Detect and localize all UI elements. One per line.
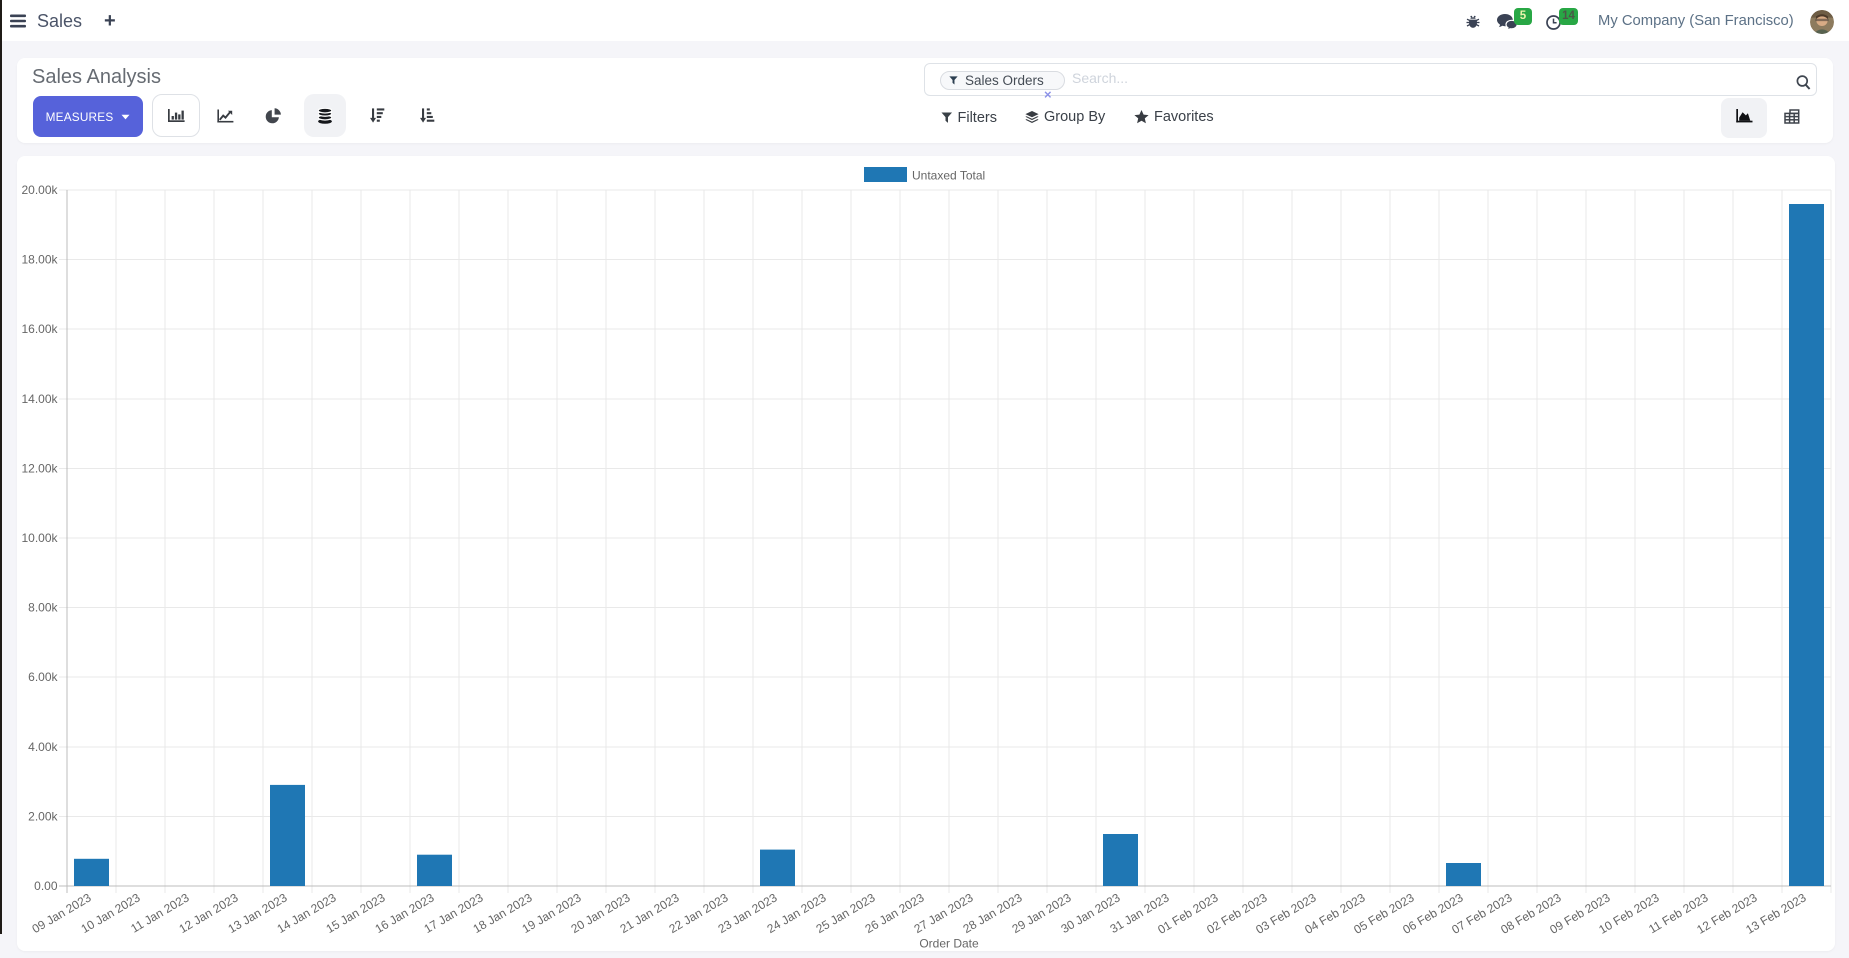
svg-text:Untaxed Total: Untaxed Total — [912, 169, 985, 183]
svg-text:12.00k: 12.00k — [21, 461, 58, 475]
svg-text:20.00k: 20.00k — [21, 183, 58, 197]
svg-text:0.00: 0.00 — [34, 879, 58, 893]
svg-text:18.00k: 18.00k — [21, 253, 58, 267]
svg-text:Order Date: Order Date — [919, 937, 979, 951]
svg-text:4.00k: 4.00k — [28, 740, 58, 754]
svg-text:6.00k: 6.00k — [28, 670, 58, 684]
svg-text:2.00k: 2.00k — [28, 809, 58, 823]
svg-text:8.00k: 8.00k — [28, 601, 58, 615]
svg-text:10.00k: 10.00k — [21, 531, 58, 545]
svg-text:14.00k: 14.00k — [21, 392, 58, 406]
svg-text:16.00k: 16.00k — [21, 322, 58, 336]
